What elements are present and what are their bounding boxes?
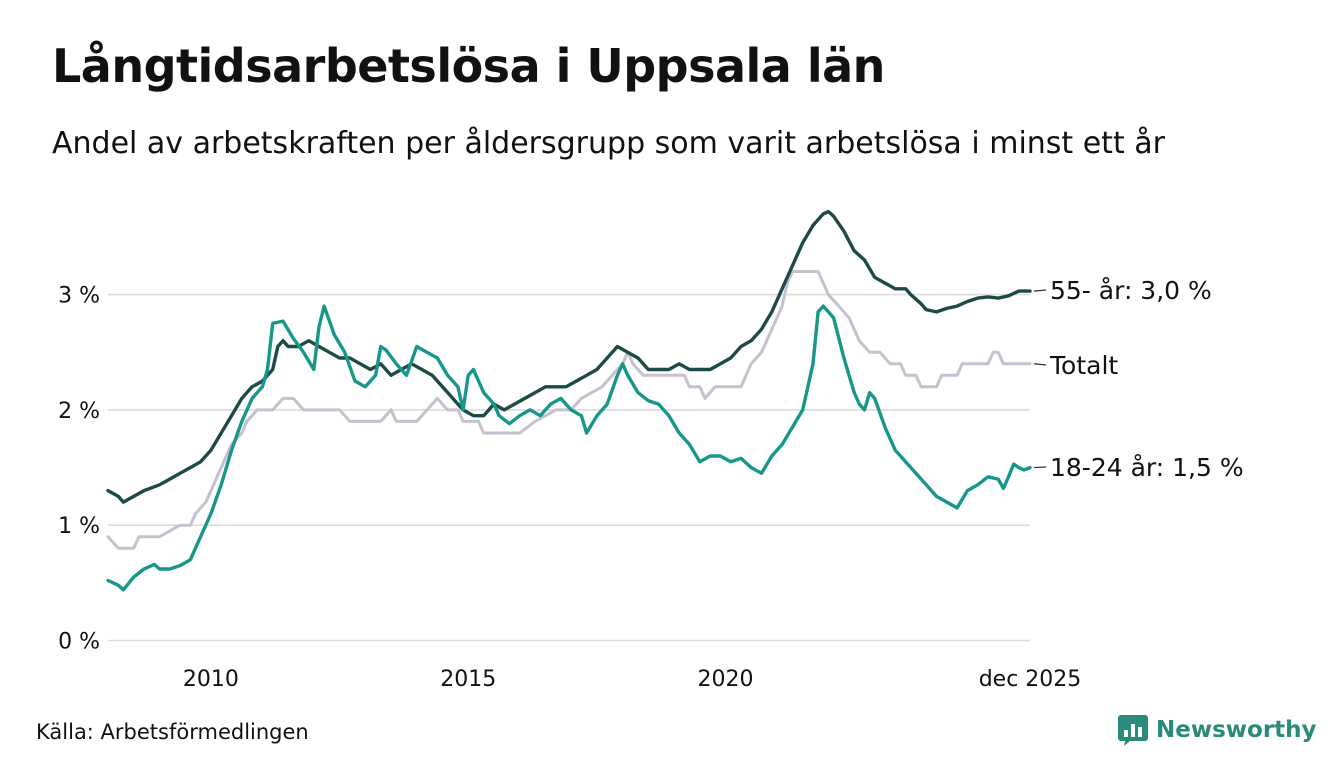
y-axis-ticks: 0 % 1 % 2 % 3 % xyxy=(58,284,100,655)
series-line-age_18_24 xyxy=(106,304,1032,592)
y-tick-label: 2 % xyxy=(58,399,100,424)
series-end-label-total: Totalt xyxy=(1049,351,1118,380)
x-tick-label: 2015 xyxy=(440,667,496,692)
x-tick-label: 2010 xyxy=(183,667,239,692)
series-end-label-age_55: 55- år: 3,0 % xyxy=(1050,276,1212,305)
label-leader-age_55 xyxy=(1033,289,1047,292)
series-line-age_55 xyxy=(106,209,1032,504)
y-tick-label: 3 % xyxy=(58,284,100,309)
y-tick-label: 0 % xyxy=(58,630,100,655)
brand-logo: Newsworthy xyxy=(1118,712,1317,748)
label-leader-total xyxy=(1033,363,1047,366)
x-tick-label: dec 2025 xyxy=(979,667,1082,692)
gridlines xyxy=(108,293,1030,642)
bar-chart-logo-icon xyxy=(1118,715,1148,746)
x-axis-ticks: 2010 2015 2020 dec 2025 xyxy=(183,667,1081,692)
x-tick-label: 2020 xyxy=(698,667,754,692)
y-tick-label: 1 % xyxy=(58,514,100,539)
brand-name: Newsworthy xyxy=(1156,717,1317,743)
chart-subtitle: Andel av arbetskraften per åldersgrupp s… xyxy=(52,126,1165,161)
source-note: Källa: Arbetsförmedlingen xyxy=(36,720,309,744)
series-end-label-age_18_24: 18-24 år: 1,5 % xyxy=(1050,453,1244,482)
label-leader-age_18_24 xyxy=(1033,466,1047,469)
series-lines xyxy=(106,209,1032,592)
series-end-labels: Totalt 55- år: 3,0 % 18-24 år: 1,5 % xyxy=(1033,276,1244,482)
chart-title: Långtidsarbetslösa i Uppsala län xyxy=(52,39,885,93)
